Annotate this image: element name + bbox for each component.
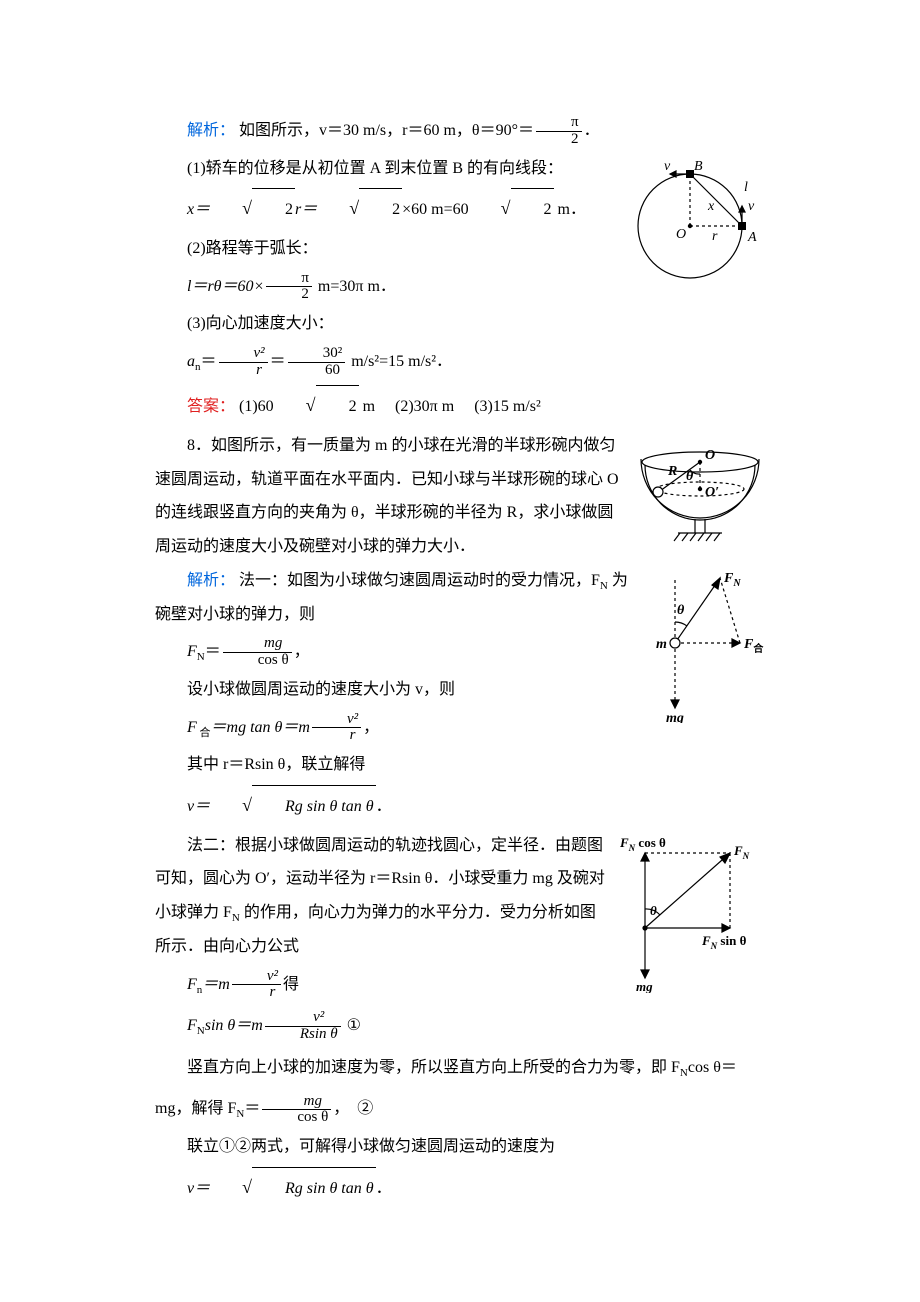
svg-text:θ: θ <box>650 903 657 918</box>
label-analysis-8: 解析： <box>187 572 235 589</box>
svg-text:FN cos θ: FN cos θ <box>620 835 666 853</box>
figure-circle: B A O r l x v v <box>620 156 770 291</box>
fig-label-v1: v <box>664 159 671 174</box>
svg-text:FN: FN <box>723 571 741 589</box>
label-answer: 答案： <box>187 398 235 415</box>
svg-text:FN sin θ: FN sin θ <box>701 933 747 951</box>
svg-text:R: R <box>667 464 677 479</box>
fig-label-O: O <box>676 227 686 242</box>
svg-text:mg: mg <box>666 711 684 723</box>
p7-analysis: 解析： 如图所示，v＝30 m/s，r＝60 m，θ＝90°＝π2． <box>155 110 770 152</box>
p8-m2-text2: 竖直方向上小球的加速度为零，所以竖直方向上所受的合力为零，即 FNcos θ＝m… <box>155 1047 770 1130</box>
svg-text:F合: F合 <box>743 637 764 655</box>
svg-text:mg: mg <box>636 979 653 993</box>
p8-m2-eq2: FNsin θ＝mv²Rsin θ ① <box>155 1005 770 1047</box>
page: B A O r l x v v 解析： 如图所示，v＝30 m/s，r＝60 m… <box>0 0 920 1302</box>
svg-text:O: O <box>705 448 715 463</box>
p7-line3a: (3)向心加速度大小： <box>155 307 770 341</box>
svg-text:θ: θ <box>677 603 685 618</box>
svg-text:θ: θ <box>686 469 694 484</box>
svg-text:m: m <box>656 637 667 652</box>
p8-m2-eq4: v＝Rg sin θ tan θ． <box>155 1164 770 1211</box>
section-p8-m2: FN cos θ FN θ FN sin θ mg 法二：根据小球做圆周运动的轨… <box>155 829 770 1047</box>
section-p8-m1: FN θ m F合 mg 解析： 法一：如图为小球做匀速圆周运动时的受力情况，F… <box>155 564 770 829</box>
label-analysis: 解析： <box>187 122 235 139</box>
p8-m1-text3: 其中 r＝Rsin θ，联立解得 <box>155 748 770 782</box>
fig-label-l: l <box>744 180 748 195</box>
p7-analysis-text: 如图所示，v＝30 m/s，r＝60 m，θ＝90°＝π2． <box>239 122 600 139</box>
figure-force1: FN θ m F合 mg <box>650 568 770 723</box>
fig-label-x: x <box>707 199 715 214</box>
figure-bowl: O O′ R θ <box>630 433 770 553</box>
fig-label-r: r <box>712 229 718 244</box>
svg-text:O′: O′ <box>705 485 719 500</box>
section-p7: B A O r l x v v 解析： 如图所示，v＝30 m/s，r＝60 m… <box>155 110 770 429</box>
svg-text:FN: FN <box>733 843 750 861</box>
figure-force2: FN cos θ FN θ FN sin θ mg <box>620 833 770 993</box>
fig-label-v2: v <box>748 199 755 214</box>
section-p8-stem: O O′ R θ 8．如图所示，有一质量为 m 的小球在光滑的半球形碗内做匀速圆… <box>155 429 770 563</box>
p7-eq3: an＝v²r＝30²60 m/s²=15 m/s²． <box>155 341 770 383</box>
p8-m2-text3: 联立①②两式，可解得小球做匀速圆周运动的速度为 <box>155 1130 770 1164</box>
p7-answer: 答案： (1)602 m (2)30π m (3)15 m/s² <box>155 382 770 429</box>
fig-label-B: B <box>694 159 703 174</box>
fig-label-A: A <box>747 230 757 245</box>
p8-m1-eq3: v＝Rg sin θ tan θ． <box>155 782 770 829</box>
